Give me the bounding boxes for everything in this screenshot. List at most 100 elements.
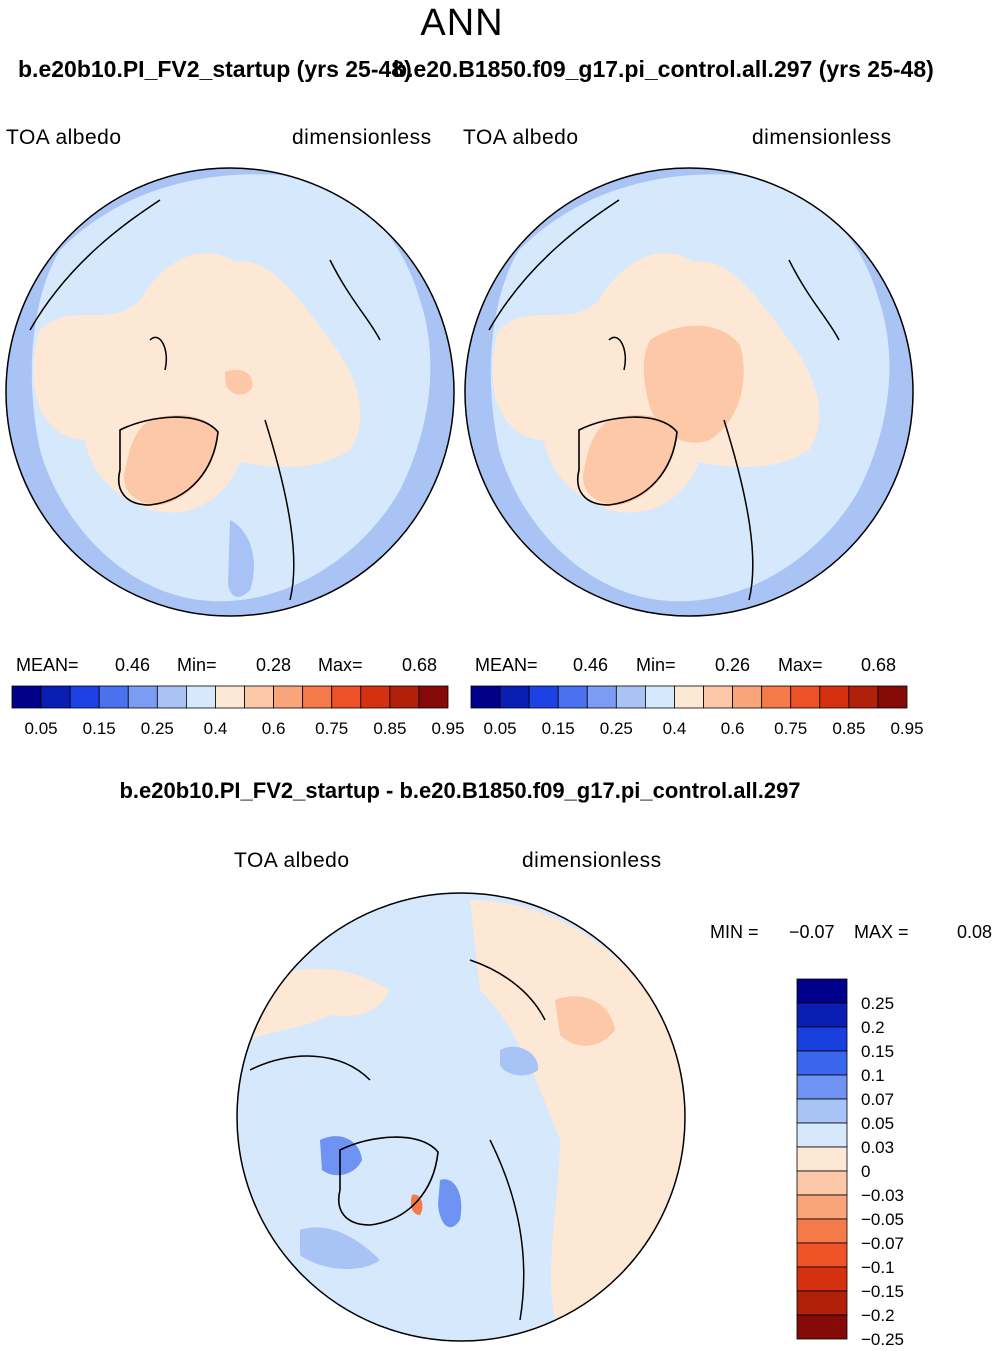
panel2-mean-value: 0.46: [573, 655, 609, 675]
colorbar-diff-swatch: [796, 1098, 848, 1124]
colorbar-diff-swatch: [796, 1026, 848, 1052]
colorbar-1-tick-label: 0.95: [431, 719, 464, 738]
colorbar-diff-tick-label: 0.15: [861, 1042, 894, 1061]
colorbar-diff-tick-label: 0.05: [861, 1114, 894, 1133]
colorbar-diff-tick-label: 0.1: [861, 1066, 885, 1085]
colorbar-2-swatch: [586, 685, 617, 709]
colorbar-diff-tick-label: 0.25: [861, 994, 894, 1013]
colorbar-diff: 0.25 0.2 0.15 0.1 0.07 0.05 0.03 0 −0.03 −0.05 −0.…: [796, 978, 904, 1349]
diff-units-label: dimensionless: [522, 849, 662, 872]
colorbar-diff-tick-label: −0.07: [861, 1234, 904, 1253]
colorbar-1-tick-label: 0.85: [373, 719, 406, 738]
colorbar-diff-tick-label: −0.05: [861, 1210, 904, 1229]
colorbar-2-swatch: [848, 685, 879, 709]
panel1-mean-value: 0.46: [115, 655, 151, 675]
colorbar-diff-swatch: [796, 1194, 848, 1220]
panel1-units-label: dimensionless: [292, 126, 432, 149]
colorbar-2-tick-label: 0.85: [832, 719, 865, 738]
panel2-min-value: 0.26: [715, 655, 751, 675]
colorbar-diff-swatch: [796, 1146, 848, 1172]
colorbar-1-swatch: [11, 685, 42, 709]
colorbar-1-tick-label: 0.6: [262, 719, 286, 738]
colorbar-diff-swatch: [796, 1290, 848, 1316]
colorbar-diff-swatch: [796, 1170, 848, 1196]
colorbar-1-swatch: [244, 685, 275, 709]
colorbar-diff-swatch: [796, 978, 848, 1004]
colorbar-1-tick-label: 0.25: [141, 719, 174, 738]
colorbar-1-tick-label: 0.75: [315, 719, 348, 738]
colorbar-2-tick-label: 0.25: [600, 719, 633, 738]
panel1-min-label: Min=: [177, 655, 217, 675]
colorbar-2-tick-label: 0.95: [890, 719, 923, 738]
colorbar-1-swatch: [331, 685, 362, 709]
case1-title: b.e20b10.PI_FV2_startup (yrs 25-48): [18, 56, 412, 82]
colorbar-diff-swatch: [796, 1242, 848, 1268]
colorbar-2: 0.05 0.15 0.25 0.4 0.6 0.75 0.85 0.95: [470, 685, 924, 738]
colorbar-1-tick-label: 0.05: [25, 719, 58, 738]
colorbar-1-swatch: [302, 685, 333, 709]
season-title: ANN: [420, 2, 504, 44]
diff-title: b.e20b10.PI_FV2_startup - b.e20.B1850.f0…: [119, 778, 801, 803]
colorbar-1-swatch: [40, 685, 71, 709]
colorbar-diff-swatch: [796, 1218, 848, 1244]
panel1-min-value: 0.28: [256, 655, 292, 675]
colorbar-2-swatch: [557, 685, 588, 709]
colorbar-1-swatch: [389, 685, 420, 709]
colorbar-2-swatch: [877, 685, 908, 709]
colorbar-diff-swatch: [796, 1122, 848, 1148]
panel1-max-value: 0.68: [402, 655, 438, 675]
colorbar-2-swatch: [528, 685, 559, 709]
colorbar-1: 0.05 0.15 0.25 0.4 0.6 0.75 0.85 0.95: [11, 685, 465, 738]
colorbar-1-swatch: [98, 685, 129, 709]
colorbar-1-swatch: [360, 685, 391, 709]
colorbar-diff-tick-label: −0.15: [861, 1282, 904, 1301]
map-panel-1: [6, 168, 454, 616]
colorbar-diff-tick-label: −0.25: [861, 1330, 904, 1349]
colorbar-2-swatch: [790, 685, 821, 709]
colorbar-1-swatch: [215, 685, 245, 709]
colorbar-2-tick-label: 0.75: [774, 719, 807, 738]
colorbar-2-swatch: [819, 685, 850, 709]
colorbar-2-swatch: [732, 685, 763, 709]
colorbar-diff-tick-label: 0.2: [861, 1018, 885, 1037]
colorbar-2-tick-label: 0.4: [663, 719, 687, 738]
panel2-max-value: 0.68: [861, 655, 897, 675]
case2-title: b.e20.B1850.f09_g17.pi_control.all.297 (…: [393, 56, 934, 82]
panel1-mean-label: MEAN=: [16, 655, 79, 675]
panel2-units-label: dimensionless: [752, 126, 892, 149]
colorbar-diff-swatch: [796, 1074, 848, 1100]
panel2-max-label: Max=: [778, 655, 823, 675]
map-panel-2: [465, 168, 913, 616]
colorbar-1-tick-label: 0.4: [204, 719, 228, 738]
colorbar-2-swatch: [703, 685, 734, 709]
colorbar-2-swatch: [761, 685, 792, 709]
colorbar-diff-swatch: [796, 1002, 848, 1028]
colorbar-1-swatch: [156, 685, 187, 709]
colorbar-diff-tick-label: −0.2: [861, 1306, 895, 1325]
panel2-min-label: Min=: [636, 655, 676, 675]
diff-variable-label: TOA albedo: [234, 849, 350, 872]
colorbar-diff-swatch: [796, 1266, 848, 1292]
colorbar-2-swatch: [470, 685, 501, 709]
panel1-variable-label: TOA albedo: [6, 126, 122, 149]
panel2-variable-label: TOA albedo: [463, 126, 579, 149]
colorbar-diff-swatch: [796, 1050, 848, 1076]
colorbar-1-swatch: [127, 685, 158, 709]
diff-min-label: MIN =: [710, 922, 759, 942]
colorbar-2-tick-label: 0.15: [542, 719, 575, 738]
map-panel-diff: [237, 893, 685, 1341]
colorbar-1-swatch: [185, 685, 216, 709]
colorbar-2-swatch: [674, 685, 704, 709]
diff-min-value: −0.07: [789, 922, 835, 942]
colorbar-diff-tick-label: 0: [861, 1162, 870, 1181]
colorbar-2-swatch: [615, 685, 646, 709]
colorbar-diff-tick-label: −0.1: [861, 1258, 895, 1277]
colorbar-diff-tick-label: 0.07: [861, 1090, 894, 1109]
panel2-mean-label: MEAN=: [475, 655, 538, 675]
colorbar-1-swatch: [69, 685, 100, 709]
diff-max-label: MAX =: [854, 922, 909, 942]
colorbar-diff-tick-label: −0.03: [861, 1186, 904, 1205]
colorbar-2-swatch: [499, 685, 530, 709]
colorbar-1-swatch: [273, 685, 304, 709]
